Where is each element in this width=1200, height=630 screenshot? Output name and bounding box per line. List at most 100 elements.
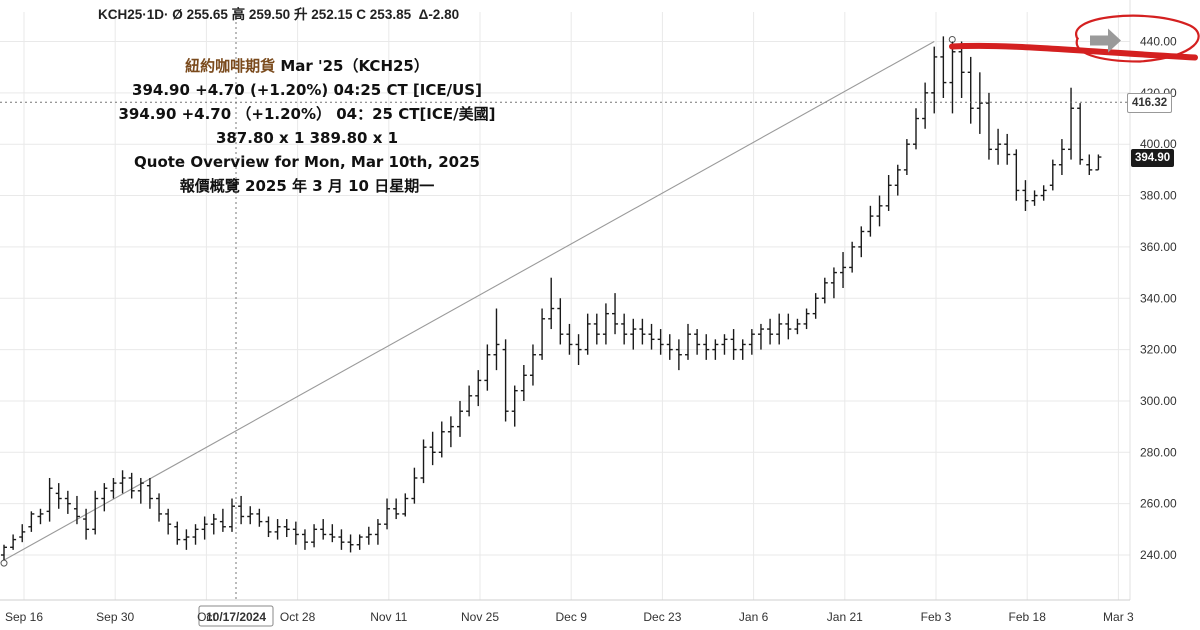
close-value: 253.85 xyxy=(369,7,412,22)
ohlc-bar xyxy=(903,139,910,176)
y-axis: 240.00 260.00 280.00 300.00 320.00 340.00 360.… xyxy=(1129,0,1177,600)
ohlc-bar xyxy=(46,477,53,522)
ohlc-bar xyxy=(1022,180,1029,211)
ohlc-bar xyxy=(1068,87,1075,160)
x-tick-label: Jan 21 xyxy=(827,610,863,624)
ohlc-bar xyxy=(365,526,372,545)
red-annotation xyxy=(949,14,1200,63)
ohlc-bar xyxy=(1013,149,1020,201)
ohlc-bar xyxy=(830,267,837,299)
ohlc-bar xyxy=(757,323,764,350)
ohlc-bar xyxy=(19,524,26,543)
close-label: C xyxy=(356,7,367,22)
ohlc-bar xyxy=(1,544,7,561)
ohlc-bar xyxy=(201,516,208,540)
ohlc-bar xyxy=(894,164,901,196)
ohlc-bar xyxy=(1086,154,1093,176)
quote-title: 紐約咖啡期貨 Mar '25（KCH25） xyxy=(112,54,502,78)
ohlc-bar xyxy=(657,329,664,355)
ohlc-bar xyxy=(338,529,345,550)
ohlc-bar xyxy=(593,313,600,345)
x-tick-label: Feb 18 xyxy=(1009,610,1047,624)
x-tick-label: Sep 30 xyxy=(96,610,134,624)
ohlc-bar xyxy=(356,534,363,550)
crosshair-date-tag-box xyxy=(198,605,274,627)
ohlc-bar xyxy=(457,400,463,437)
x-axis: Sep 16 Sep 30 Oct Oct 28 Nov 11 Nov 25 Dec 9 De… xyxy=(0,599,1134,624)
ohlc-bar xyxy=(876,195,883,227)
y-tick-label: 300.00 xyxy=(1140,394,1177,408)
x-tick-label: Nov 25 xyxy=(461,610,499,624)
ohlc-bar xyxy=(621,313,628,345)
quote-line-4: Quote Overview for Mon, Mar 10th, 2025 xyxy=(134,153,480,171)
ohlc-bar xyxy=(101,483,108,512)
x-tick-label: Jan 6 xyxy=(739,610,769,624)
trendline-group xyxy=(0,36,956,567)
ohlc-bar xyxy=(438,421,445,458)
x-tick-label: Dec 23 xyxy=(643,610,681,624)
x-tick-label: Feb 3 xyxy=(921,610,952,624)
ohlc-bar xyxy=(411,467,418,504)
ohlc-bar xyxy=(119,470,126,494)
ohlc-bar xyxy=(110,477,117,499)
red-circle xyxy=(1075,14,1200,63)
ohlc-bar xyxy=(292,521,299,545)
ohlc-bar xyxy=(475,370,482,407)
ohlc-bar xyxy=(666,334,673,360)
ohlc-bar xyxy=(958,41,965,98)
ohlc-bar xyxy=(265,516,272,538)
ohlc-bar xyxy=(374,519,381,545)
ohlc-bar xyxy=(776,313,783,345)
ohlc-bar xyxy=(92,490,99,535)
ohlc-bar xyxy=(502,339,509,422)
y-tick-label: 260.00 xyxy=(1140,497,1177,511)
ohlc-bar xyxy=(229,498,235,532)
ohlc-bar xyxy=(1095,154,1102,171)
ohlc-bar xyxy=(256,508,263,527)
change-value: Δ-2.80 xyxy=(418,7,460,22)
ohlc-bar xyxy=(1077,103,1084,165)
ohlc-bar xyxy=(493,308,500,371)
ohlc-bar xyxy=(767,318,774,345)
ohlc-bar xyxy=(402,493,409,517)
ohlc-bar xyxy=(630,318,637,350)
trendline xyxy=(3,41,935,561)
y-tick-label: 340.00 xyxy=(1140,291,1177,305)
ohlc-bar xyxy=(985,92,992,160)
ohlc-bar xyxy=(192,524,199,545)
ohlc-bar xyxy=(28,511,35,532)
low-value: 252.15 xyxy=(311,7,353,22)
ohlc-bar xyxy=(812,293,819,319)
ohlc-bar xyxy=(867,205,874,237)
x-tick-label: Sep 16 xyxy=(5,610,43,624)
ohlc-bar xyxy=(320,519,327,540)
ohlc-bar xyxy=(976,72,983,134)
ohlc-bar xyxy=(821,277,828,304)
ohlc-bar xyxy=(156,493,163,522)
ohlc-bar xyxy=(511,385,518,427)
quote-overview-box: 紐約咖啡期貨 Mar '25（KCH25） 394.90 +4.70 (+1.2… xyxy=(112,54,502,198)
ohlc-bar xyxy=(311,524,318,548)
ohlc-bar xyxy=(347,534,354,553)
ohlc-bar xyxy=(174,521,181,545)
x-tick-label: Oct 28 xyxy=(280,610,316,624)
high-label: 高 xyxy=(231,7,246,22)
ohlc-bar xyxy=(128,472,135,499)
ohlc-bar xyxy=(55,483,62,509)
ohlc-bar xyxy=(639,318,646,345)
ohlc-bar xyxy=(612,293,619,335)
ohlc-bar xyxy=(219,508,226,532)
ohlc-bar xyxy=(721,334,728,355)
x-tick-label: Oct xyxy=(197,610,216,624)
y-tick-label: 440.00 xyxy=(1140,35,1177,49)
gray-arrow-icon xyxy=(1090,28,1121,53)
quote-line-3: 387.80 x 1 389.80 x 1 xyxy=(215,129,399,147)
y-tick-label: 280.00 xyxy=(1140,445,1177,459)
quote-line-2: 394.90 +4.70 （+1.20%） 04：25 CT[ICE/美國] xyxy=(118,105,496,123)
ohlc-bar xyxy=(794,318,801,335)
ohlc-bar xyxy=(484,344,491,391)
ohlc-bar xyxy=(584,313,591,355)
ohlc-bar xyxy=(301,529,308,550)
trendline-anchor-start xyxy=(0,559,8,567)
